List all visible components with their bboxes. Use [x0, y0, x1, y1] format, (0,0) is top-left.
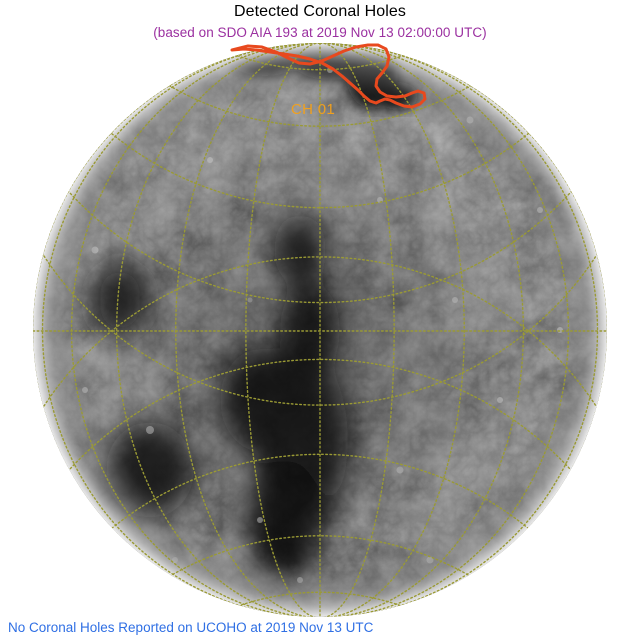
coronal-hole-contour-ch01 — [230, 43, 427, 109]
coronal-hole-label-ch01: CH 01 — [291, 101, 336, 118]
page-subtitle: (based on SDO AIA 193 at 2019 Nov 13 02:… — [153, 25, 487, 40]
page-title: Detected Coronal Holes — [233, 3, 407, 20]
disk-surface — [33, 43, 607, 617]
footer-status-text: No Coronal Holes Reported on UCOHO at 20… — [8, 620, 374, 635]
